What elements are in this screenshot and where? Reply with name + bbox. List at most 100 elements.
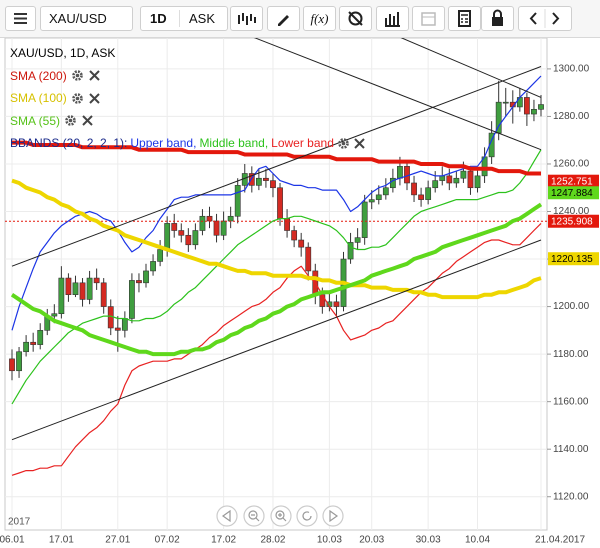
candle-body (9, 358, 15, 372)
sma-line (11, 178, 542, 300)
menu-icon (14, 13, 27, 24)
x-tick-label: 20.03 (359, 535, 384, 546)
price-tag (548, 252, 599, 266)
calendar-button[interactable] (412, 6, 445, 31)
candle-body (30, 341, 37, 345)
x-tick-label: 17.02 (211, 535, 236, 546)
remove-icon[interactable] (88, 92, 101, 105)
lock-button[interactable] (481, 6, 514, 31)
icon (251, 514, 260, 522)
candle-body (100, 282, 107, 307)
function-label: f(x) (310, 11, 329, 26)
toolbar: XAU/USD 1D ASK f(x) (0, 0, 600, 38)
candle-body (23, 341, 30, 353)
legend-entry[interactable]: SMA (200) (10, 68, 67, 83)
candle-body (397, 166, 403, 179)
settings-button[interactable] (339, 6, 372, 31)
function-button[interactable]: f(x) (303, 6, 336, 31)
candle-body (425, 187, 432, 200)
settings-icon[interactable] (71, 69, 84, 82)
draw-button[interactable] (267, 6, 300, 31)
interval[interactable]: 1D (150, 11, 167, 26)
candle-body (171, 223, 178, 231)
settings-icon[interactable] (337, 137, 350, 150)
candle-body (354, 237, 361, 243)
candle-body (361, 201, 368, 238)
candle-body (368, 199, 375, 203)
trend-line (400, 38, 542, 98)
candle-body (319, 294, 326, 307)
icon (71, 92, 83, 104)
chart-type-button[interactable] (230, 6, 263, 31)
candle-body (305, 246, 312, 272)
volume-button[interactable] (376, 6, 409, 31)
trend-line (11, 66, 542, 267)
candle-body (411, 182, 417, 196)
zoom-in[interactable] (270, 505, 292, 527)
candle-body (93, 277, 100, 284)
y-tick-label: 1180.00 (553, 349, 589, 360)
bband-line (11, 222, 542, 476)
legend-entry[interactable]: SMA (100) (10, 91, 67, 105)
sma-line (12, 140, 541, 176)
menu-button[interactable] (5, 6, 36, 31)
icon[interactable] (519, 7, 571, 30)
y-tick-label: 1140.00 (553, 444, 589, 455)
candle-body (277, 187, 283, 219)
y-tick-label: 1120.00 (553, 491, 589, 502)
candle-body (234, 185, 241, 217)
remove-icon[interactable] (88, 69, 101, 82)
x-tick-label: 07.02 (155, 535, 180, 546)
legend-row: SMA (55) (10, 110, 366, 133)
calculator-button[interactable] (448, 6, 481, 31)
icon (329, 509, 339, 523)
nav-back[interactable] (216, 505, 238, 527)
legend-title: XAU/USD, 1D, ASK (10, 46, 116, 60)
candle-body (255, 177, 262, 186)
x-tick-label: 10.04 (465, 535, 490, 546)
settings-icon[interactable] (71, 92, 84, 105)
candle-body (446, 175, 453, 184)
reset[interactable] (296, 505, 318, 527)
candle-body (347, 242, 354, 260)
candle-body (206, 215, 213, 222)
icon (68, 118, 73, 123)
icon (278, 15, 289, 26)
axis: 1120.00 1140.00 1160.00 1180.00 1200.00 1220.… (0, 64, 599, 546)
zoom-out[interactable] (243, 505, 265, 527)
scroll-buttons (518, 6, 572, 31)
candle-body (375, 194, 382, 200)
legend: XAU/USD, 1D, ASK SMA (200) SMA (100) SMA (… (10, 42, 366, 155)
remove-icon[interactable] (81, 114, 94, 127)
candle-body (86, 277, 93, 300)
price-tag-label: 1247.884 (551, 188, 593, 199)
price-tag (548, 186, 599, 200)
candle-body (79, 282, 86, 300)
nav-forward[interactable] (322, 505, 344, 527)
x-tick-label: 30.03 (416, 535, 441, 546)
icon (354, 138, 365, 149)
candle-body (136, 280, 142, 284)
candle-body (213, 220, 220, 236)
y-tick-label: 1200.00 (553, 301, 590, 312)
candle-body (453, 177, 460, 184)
remove-icon[interactable] (353, 137, 366, 150)
settings-icon[interactable] (64, 114, 77, 127)
trend-line (11, 239, 542, 441)
icon (338, 137, 349, 149)
legend-entry[interactable]: SMA (55) (10, 113, 61, 128)
legend-group[interactable]: BBANDS (20, 2, 2, 1): (10, 136, 128, 150)
candle-body (157, 249, 164, 262)
candle-body (248, 173, 255, 186)
symbol-box[interactable]: XAU/USD (40, 6, 133, 31)
candle-body (164, 223, 171, 250)
candle-body (121, 318, 128, 331)
price-type[interactable]: ASK (189, 11, 216, 26)
icon (221, 509, 231, 523)
icon (71, 70, 83, 82)
candle-body (16, 351, 22, 372)
icon (88, 93, 100, 104)
y-tick-label: 1300.00 (553, 64, 590, 75)
x-tick-label: 06.01 (0, 535, 25, 546)
symbol: XAU/USD (49, 11, 107, 26)
